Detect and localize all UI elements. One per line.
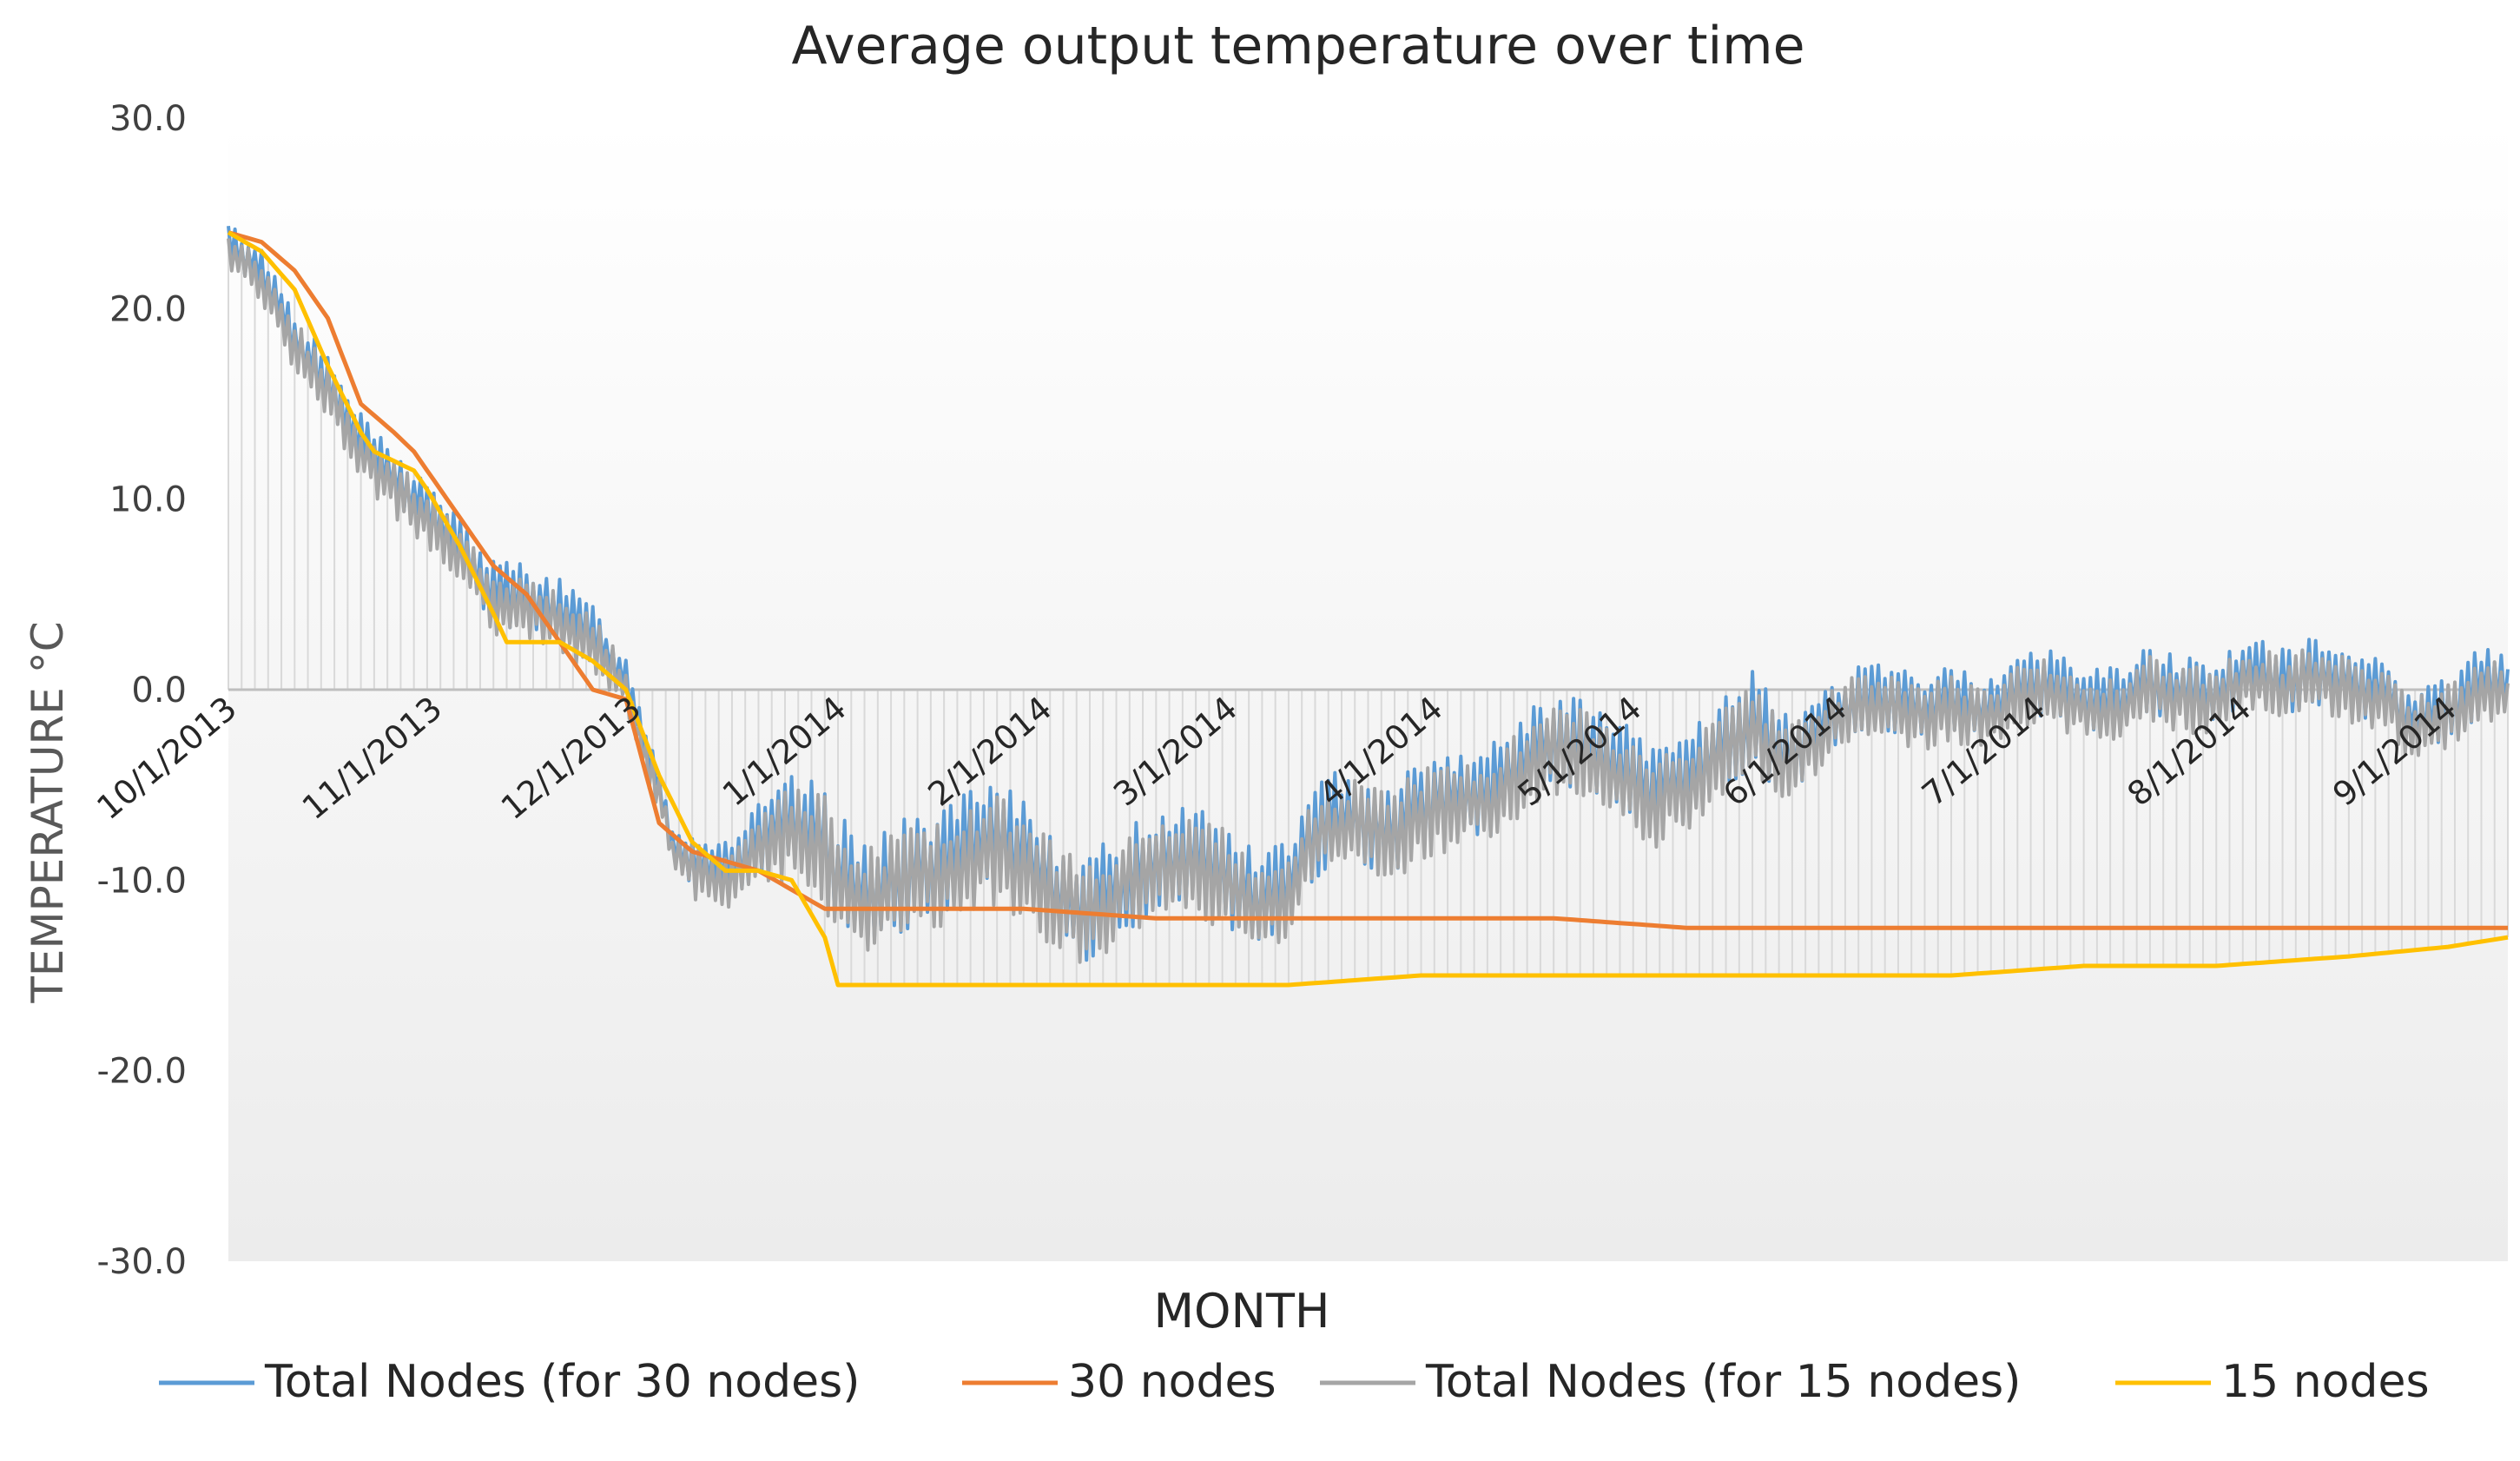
series-line-15-nodes	[227, 230, 2509, 988]
legend: Total Nodes (for 30 nodes) 30 nodes Total …	[159, 1356, 2430, 1408]
series-layer	[227, 226, 2510, 988]
y-axis-ticks: 30.0 20.0 10.0 0.0 -10.0 -20.0 -30.0	[97, 99, 188, 1282]
y-tick-label: 20.0	[109, 289, 187, 329]
y-tick-label: 0.0	[131, 671, 187, 711]
y-axis-label: TEMPERATURE °C	[23, 621, 73, 1003]
y-tick-label: 10.0	[109, 480, 187, 520]
chart-title: Average output temperature over time	[791, 16, 1804, 76]
legend-label: Total Nodes (for 30 nodes)	[264, 1356, 860, 1408]
y-tick-label: 30.0	[109, 99, 187, 139]
x-axis-label: MONTH	[1153, 1284, 1329, 1339]
legend-label: 15 nodes	[2221, 1356, 2430, 1408]
y-tick-label: -10.0	[97, 861, 188, 901]
legend-label: Total Nodes (for 15 nodes)	[1425, 1356, 2021, 1408]
y-tick-label: -20.0	[97, 1052, 188, 1092]
legend-label: 30 nodes	[1068, 1356, 1276, 1408]
series-line-30-nodes	[228, 230, 2508, 930]
y-tick-label: -30.0	[97, 1242, 188, 1282]
